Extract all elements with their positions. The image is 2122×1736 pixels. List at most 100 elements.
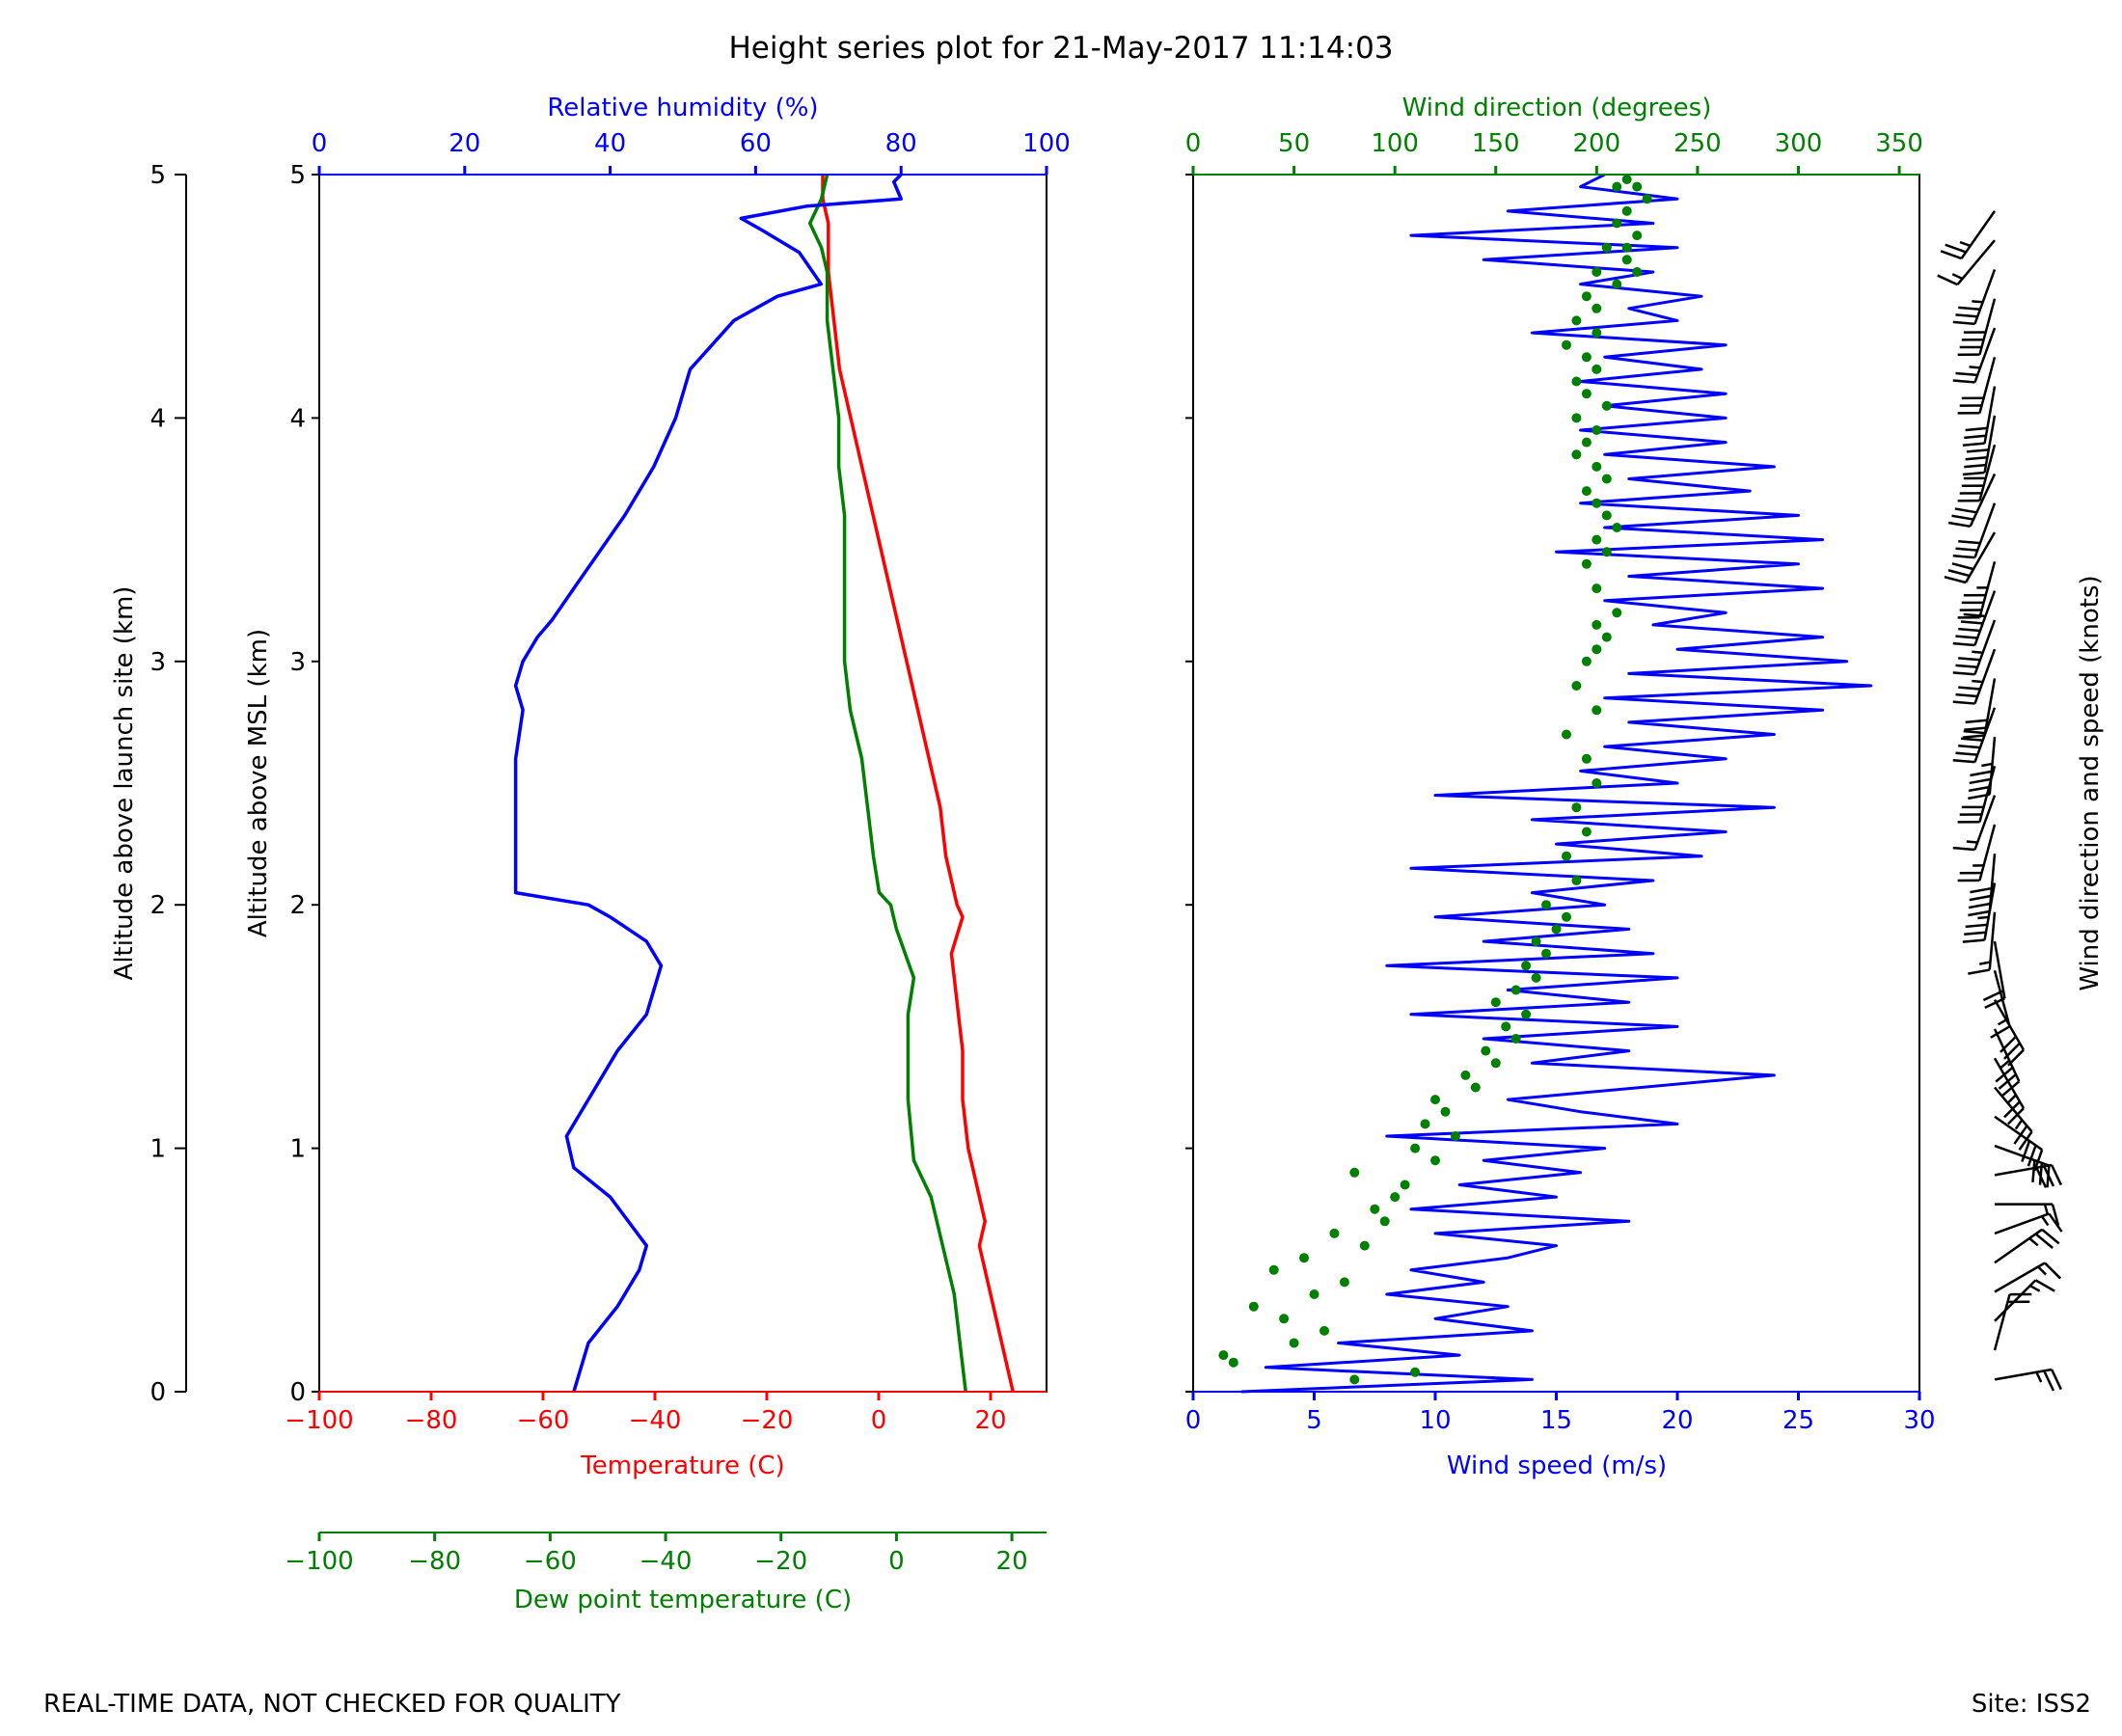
- wind_direction-point: [1612, 523, 1622, 532]
- wind-plot: 0 5 10 15 20 25 30 0 50 100 150 200 250 300 350 Wind …: [1185, 94, 1936, 1480]
- wind-barb: [1962, 882, 1997, 943]
- wind_direction-point: [1562, 911, 1571, 922]
- wind_direction-point: [1531, 972, 1541, 983]
- wind-barb: [1962, 678, 1997, 739]
- dewpoint-axis-label: Dew point temperature (C): [514, 1586, 852, 1614]
- wind-barb: [1968, 736, 1997, 800]
- humidity-tick-label: 60: [740, 129, 772, 158]
- wind_direction-point: [1319, 1325, 1329, 1336]
- wind_direction-point: [1621, 205, 1632, 216]
- wind_direction-point: [1592, 303, 1602, 313]
- wind_direction-point: [1601, 400, 1612, 411]
- humidity-axis-ticks: 0 20 40 60 80 100: [312, 129, 1071, 176]
- wind-speed-tick-label: 25: [1782, 1406, 1814, 1435]
- temperature-tick-label: 20: [974, 1406, 1006, 1435]
- msl-tick-label: 0: [289, 1378, 306, 1407]
- dewpoint-tick-label: −40: [639, 1547, 693, 1576]
- wind-barb: [1993, 1057, 2026, 1126]
- wind_direction-point: [1490, 1058, 1501, 1069]
- wind_direction-point: [1521, 961, 1532, 971]
- wind_direction-point: [1592, 425, 1602, 435]
- wind_direction-point: [1592, 619, 1602, 630]
- humidity-line: [513, 173, 903, 1393]
- wind-barb: [1994, 1368, 2062, 1392]
- wind_direction-point: [1309, 1289, 1319, 1299]
- wind_direction-point: [1339, 1277, 1349, 1288]
- wind-barb: [1957, 356, 1997, 415]
- wind_direction-point: [1632, 231, 1643, 241]
- temperature-tick-label: 0: [871, 1406, 887, 1435]
- wind-speed-tick-label: 20: [1661, 1406, 1693, 1435]
- launch-tick-label: 2: [150, 891, 166, 920]
- wind-direction-tick-label: 0: [1185, 129, 1202, 158]
- wind_direction-point: [1420, 1119, 1430, 1129]
- quality-disclaimer: REAL-TIME DATA, NOT CHECKED FOR QUALITY: [43, 1690, 621, 1719]
- wind_direction-point: [1601, 547, 1612, 557]
- launch-axis-ticks: 0 1 2 3 4 5: [150, 161, 186, 1407]
- wind_direction-point: [1329, 1228, 1340, 1238]
- dewpoint-axis: −100 −80 −60 −40 −20 0 20: [285, 1532, 1047, 1576]
- wind_direction-point: [1379, 1216, 1390, 1227]
- wind_direction-point: [1562, 851, 1571, 861]
- msl-tick-label: 2: [289, 891, 306, 920]
- wind_direction-point: [1571, 315, 1582, 326]
- figure-title: Height series plot for 21-May-2017 11:14…: [728, 31, 1393, 66]
- temperature-line: [821, 175, 1015, 1393]
- wind_direction-point: [1612, 608, 1622, 618]
- wind_direction-point: [1400, 1180, 1410, 1190]
- temperature-tick-label: −40: [629, 1406, 682, 1435]
- launch-tick-label: 0: [150, 1378, 166, 1407]
- thermo-plot-frame: [318, 174, 1047, 1393]
- wind-barb: [1994, 1279, 2055, 1322]
- launch-site-axis: 0 1 2 3 4 5 Altitude above launch site (km): [110, 161, 187, 1407]
- wind_direction-point: [1410, 1143, 1421, 1153]
- dewpoint-line: [807, 174, 967, 1393]
- thermo-series: [513, 173, 1015, 1393]
- wind_direction-point: [1632, 267, 1643, 277]
- wind_direction-point: [1592, 705, 1602, 716]
- wind-direction-tick-label: 200: [1573, 129, 1621, 158]
- wind_direction-point: [1279, 1314, 1290, 1324]
- wind-direction-tick-label: 350: [1875, 129, 1923, 158]
- wind_direction-point: [1612, 218, 1622, 229]
- temperature-tick-label: −60: [517, 1406, 570, 1435]
- temperature-axis-ticks: −100 −80 −60 −40 −20 0 20: [285, 1391, 1047, 1435]
- wind_direction-point: [1551, 924, 1562, 935]
- wind-y-axis-ticks: [1185, 174, 1193, 1393]
- launch-tick-label: 4: [150, 404, 166, 433]
- wind_direction-point: [1592, 583, 1602, 594]
- wind_direction-point: [1581, 753, 1592, 764]
- wind-barb: [1994, 1163, 2062, 1188]
- wind_direction-point: [1562, 339, 1571, 350]
- msl-tick-label: 1: [289, 1135, 306, 1164]
- wind_direction-point: [1612, 181, 1622, 192]
- wind-barb: [1995, 1203, 2060, 1226]
- wind-direction-axis-ticks: 0 50 100 150 200 250 300 350: [1185, 129, 1923, 176]
- wind_direction-point: [1601, 474, 1612, 484]
- dewpoint-tick-label: −80: [408, 1547, 461, 1576]
- wind_direction-point: [1571, 449, 1582, 460]
- humidity-tick-label: 100: [1022, 129, 1071, 158]
- wind_direction-point: [1521, 1009, 1532, 1019]
- dewpoint-tick-label: 20: [996, 1547, 1028, 1576]
- wind-direction-tick-label: 300: [1775, 129, 1823, 158]
- wind_direction-point: [1592, 461, 1602, 472]
- wind-direction-tick-label: 100: [1371, 129, 1419, 158]
- wind_direction-point: [1470, 1082, 1481, 1093]
- temperature-axis-label: Temperature (C): [580, 1451, 784, 1480]
- msl-axis-label: Altitude above MSL (km): [244, 629, 273, 937]
- wind_direction-point: [1581, 827, 1592, 837]
- msl-axis-ticks: 0 1 2 3 4 5: [289, 161, 319, 1407]
- wind_direction-point: [1592, 778, 1602, 788]
- humidity-tick-label: 20: [449, 129, 480, 158]
- wind-direction-tick-label: 150: [1472, 129, 1520, 158]
- wind_direction-point: [1349, 1374, 1360, 1385]
- wind-speed-axis-ticks: 0 5 10 15 20 25 30: [1185, 1391, 1936, 1435]
- msl-tick-label: 3: [289, 648, 306, 677]
- wind_direction-point: [1592, 364, 1602, 374]
- wind-barb: [1952, 795, 1997, 852]
- wind_direction-point: [1601, 242, 1612, 253]
- wind-direction-tick-label: 250: [1673, 129, 1722, 158]
